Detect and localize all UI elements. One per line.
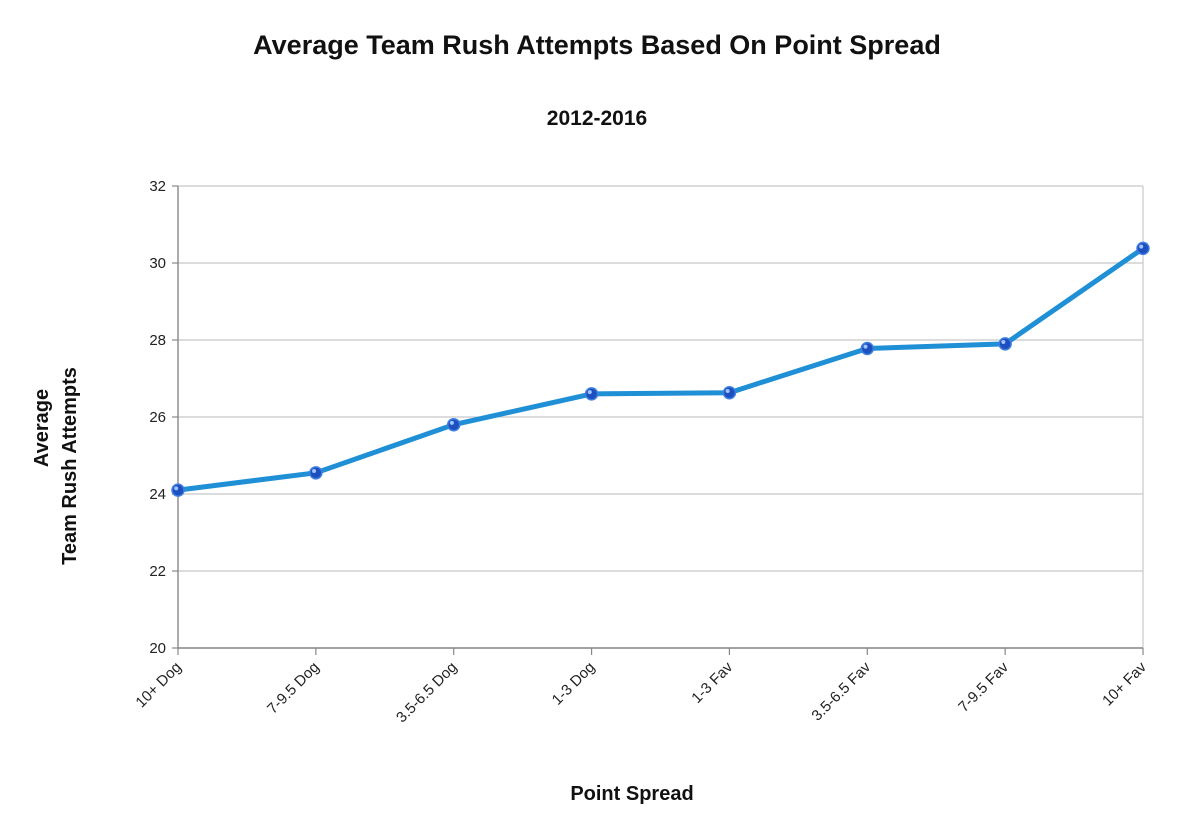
- data-point: [722, 385, 737, 400]
- y-ticks: 20 22 24 26 28 30 32: [149, 178, 166, 657]
- data-point-highlight: [312, 469, 317, 474]
- grid: [178, 185, 1144, 649]
- x-tick-label: 3.5-6.5 Fav: [808, 658, 874, 724]
- series-line-0: [175, 245, 1146, 493]
- y-tick-label: 28: [149, 332, 166, 349]
- data-point-highlight: [1139, 244, 1144, 249]
- chart-subtitle: 2012-2016: [547, 107, 647, 130]
- data-point-highlight: [174, 486, 179, 491]
- y-tick-label: 30: [149, 255, 166, 272]
- y-tick-label: 26: [149, 409, 166, 426]
- data-point: [998, 337, 1012, 351]
- y-tick-label: 20: [149, 640, 166, 657]
- x-tick-label: 10+ Dog: [132, 659, 184, 711]
- axes: [172, 185, 1144, 655]
- x-tick-label: 7-9.5 Fav: [955, 658, 1012, 715]
- data-point-highlight: [1001, 340, 1006, 345]
- data-point: [446, 417, 461, 432]
- x-tick-label: 1-3 Fav: [688, 658, 736, 706]
- y-tick-label: 22: [149, 563, 166, 580]
- data-point-highlight: [863, 344, 868, 349]
- y-axis-title-line-1: Average: [31, 389, 53, 467]
- x-tick-label: 7-9.5 Dog: [264, 659, 323, 718]
- x-ticks: 10+ Dog 7-9.5 Dog 3.5-6.5 Dog 1-3 Dog 1-3 Fa…: [132, 658, 1150, 726]
- data-point-highlight: [449, 420, 454, 425]
- data-point: [171, 483, 185, 497]
- x-tick-label: 1-3 Dog: [549, 659, 599, 709]
- y-axis-title-line-2: Team Rush Attempts: [59, 367, 81, 565]
- y-tick-label: 32: [149, 178, 166, 195]
- data-point: [1136, 241, 1150, 256]
- y-tick-label: 24: [149, 486, 166, 503]
- x-tick-label: 3.5-6.5 Dog: [393, 659, 460, 726]
- series: [171, 241, 1150, 497]
- chart-title: Average Team Rush Attempts Based On Poin…: [253, 30, 941, 60]
- x-axis-title: Point Spread: [570, 783, 693, 805]
- data-point: [584, 387, 599, 401]
- data-point: [309, 466, 323, 480]
- data-point-highlight: [725, 388, 730, 393]
- data-point-highlight: [587, 390, 592, 395]
- x-tick-label: 10+ Fav: [1099, 658, 1150, 709]
- data-point: [860, 341, 875, 356]
